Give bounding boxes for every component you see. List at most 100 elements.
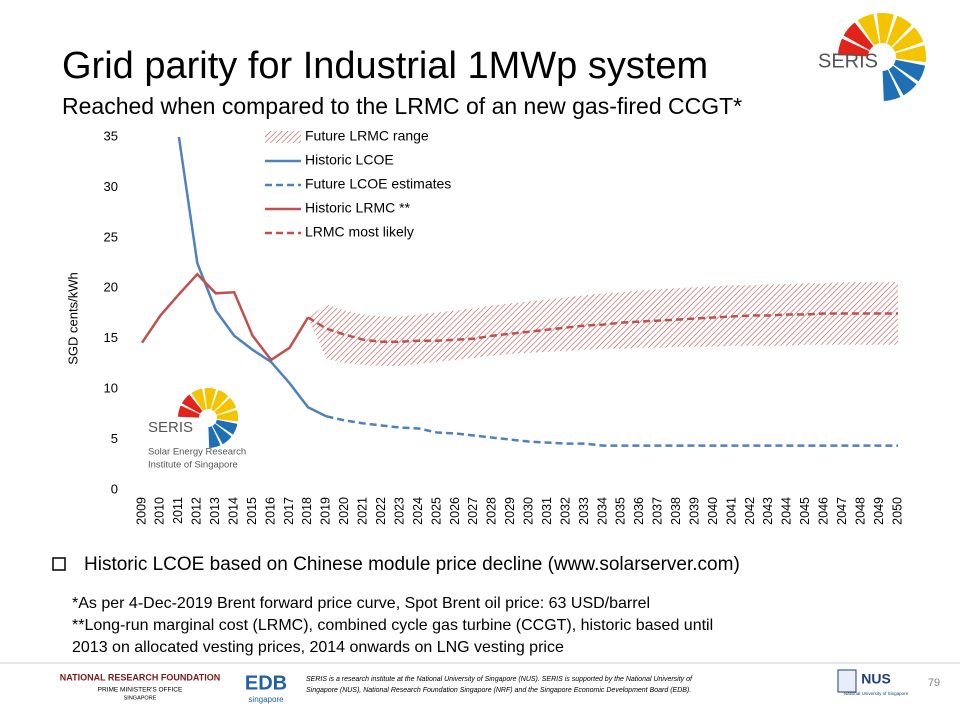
y-tick-label: 15	[104, 330, 118, 345]
logo-ray	[191, 388, 207, 411]
x-tick-label: 2013	[208, 497, 222, 525]
x-tick-label: 2029	[503, 497, 517, 525]
x-tick-label: 2012	[190, 497, 204, 525]
logo	[838, 12, 927, 101]
x-tick-label: 2031	[540, 497, 554, 525]
inset-logo-name: SERIS	[148, 419, 193, 436]
logo-text: SERIS	[818, 50, 878, 72]
logo-ray	[876, 12, 894, 44]
bullet-text: Historic LCOE based on Chinese module pr…	[84, 554, 740, 575]
x-tick-label: 2022	[374, 497, 388, 525]
logo-ray	[843, 22, 874, 51]
x-tick-label: 2028	[485, 497, 499, 525]
x-tick-label: 2026	[448, 497, 462, 525]
x-tick-label: 2038	[669, 497, 683, 525]
x-tick-label: 2024	[411, 497, 425, 525]
legend-label: Future LCOE estimates	[305, 176, 451, 192]
x-tick-label: 2016	[263, 497, 277, 525]
x-tick-label: 2027	[466, 497, 480, 525]
legend-label: Historic LCOE	[305, 152, 394, 168]
x-tick-label: 2019	[319, 497, 333, 525]
y-tick-label: 30	[104, 179, 118, 194]
x-tick-label: 2037	[651, 497, 665, 525]
logo-ray	[888, 65, 917, 96]
x-tick-label: 2036	[632, 497, 646, 525]
x-tick-label: 2015	[245, 497, 259, 525]
nus-crest	[837, 669, 857, 693]
x-tick-label: 2014	[226, 497, 240, 525]
note: **Long-run marginal cost (LRMC), combine…	[72, 617, 713, 634]
legend-label: Future LRMC range	[305, 128, 429, 144]
footer-sg: SINGAPORE	[124, 695, 157, 701]
x-tick-label: 2048	[853, 497, 867, 525]
page-number: 79	[928, 677, 940, 689]
y-tick-label: 25	[104, 229, 118, 244]
logo-ray	[214, 397, 237, 415]
logo-ray	[178, 405, 200, 418]
logo-ray	[212, 423, 232, 445]
x-tick-label: 2044	[780, 497, 794, 525]
series-line	[307, 312, 898, 343]
x-tick-label: 2046	[817, 497, 831, 525]
logo-ray	[216, 409, 239, 422]
x-tick-label: 2018	[300, 497, 314, 525]
x-tick-label: 2020	[337, 497, 351, 525]
y-tick-label: 35	[104, 128, 118, 143]
x-tick-label: 2034	[595, 497, 609, 525]
y-tick-label: 20	[104, 280, 118, 295]
footer-nus-sub: National University of Singapore	[844, 691, 909, 696]
note: *As per 4-Dec-2019 Brent forward price c…	[72, 595, 650, 612]
x-tick-label: 2042	[743, 497, 757, 525]
x-tick-label: 2017	[282, 497, 296, 525]
x-tick-label: 2010	[153, 497, 167, 525]
x-tick-label: 2049	[872, 497, 886, 525]
y-tick-label: 0	[111, 481, 118, 496]
note: 2013 on allocated vesting prices, 2014 o…	[72, 639, 564, 656]
logo-ray	[208, 426, 221, 448]
x-tick-label: 2033	[577, 497, 591, 525]
logo-ray	[892, 27, 924, 53]
legend-label: LRMC most likely	[305, 224, 414, 240]
x-tick-label: 2047	[835, 497, 849, 525]
logo-ray	[181, 394, 203, 414]
y-tick-label: 10	[104, 381, 118, 396]
inset-logo	[178, 387, 239, 448]
logo-ray	[204, 387, 217, 410]
y-tick-label: 5	[111, 431, 118, 446]
x-tick-label: 2011	[171, 497, 185, 524]
x-tick-label: 2021	[356, 497, 370, 525]
x-tick-label: 2030	[522, 497, 536, 525]
logo-ray	[211, 389, 229, 412]
series-line	[140, 272, 310, 362]
x-tick-label: 2039	[687, 497, 701, 525]
footer-text: SERIS is a research institute at the Nat…	[306, 676, 693, 683]
inset-logo-line: Solar Energy Research	[148, 447, 246, 458]
x-tick-label: 2023	[392, 497, 406, 525]
logo-ray	[215, 419, 238, 435]
footer-nus: NUS	[861, 671, 891, 687]
x-tick-label: 2050	[890, 497, 904, 525]
x-tick-label: 2032	[558, 497, 572, 525]
x-tick-label: 2045	[798, 497, 812, 525]
footer-nrf: NATIONAL RESEARCH FOUNDATION	[60, 672, 221, 682]
legend-swatch	[265, 131, 301, 143]
logo-ray	[895, 45, 927, 63]
footer-pmo: PRIME MINISTER'S OFFICE	[98, 687, 183, 694]
bullet-box	[52, 557, 66, 571]
footer-edb-sub: singapore	[248, 695, 284, 704]
x-tick-label: 2043	[761, 497, 775, 525]
x-tick-label: 2040	[706, 497, 720, 525]
x-tick-label: 2035	[614, 497, 628, 525]
logo-ray	[882, 69, 901, 101]
x-tick-label: 2041	[724, 497, 738, 525]
y-axis-label: SGD cents/kWh	[65, 272, 80, 364]
x-tick-label: 2025	[429, 497, 443, 525]
series-line	[326, 415, 898, 447]
logo-ray	[893, 59, 926, 82]
logo-ray	[857, 13, 880, 46]
x-tick-label: 2009	[134, 497, 148, 525]
logo-ray	[838, 38, 870, 57]
legend-label: Historic LRMC **	[305, 200, 411, 216]
